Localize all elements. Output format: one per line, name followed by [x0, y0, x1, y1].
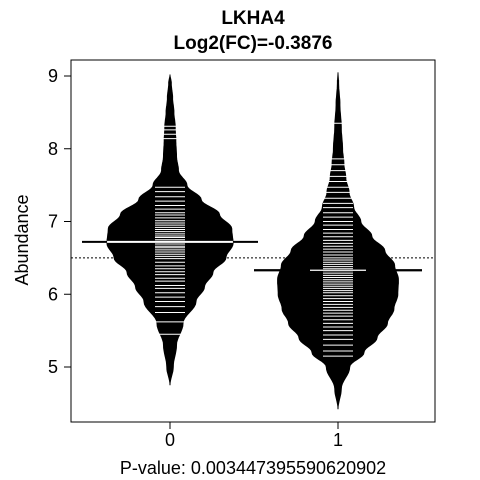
- x-tick-label-0: 0: [165, 430, 175, 450]
- y-tick-label-7: 7: [48, 212, 58, 232]
- plot-frame: [70, 59, 436, 423]
- y-tick-label-8: 8: [48, 139, 58, 159]
- y-tick-label-9: 9: [48, 66, 58, 86]
- y-tick-label-5: 5: [48, 357, 58, 377]
- plot-layer: [71, 72, 435, 410]
- y-tick-label-6: 6: [48, 284, 58, 304]
- y-axis: 5 6 7 8 9: [48, 66, 71, 377]
- y-axis-label: Abundance: [12, 194, 32, 285]
- chart-subtitle: Log2(FC)=-0.3876: [174, 33, 333, 54]
- chart-title: LKHA4: [221, 8, 285, 29]
- x-tick-label-1: 1: [333, 430, 343, 450]
- x-axis-label: P-value: 0.00344739559062090​2: [120, 458, 386, 478]
